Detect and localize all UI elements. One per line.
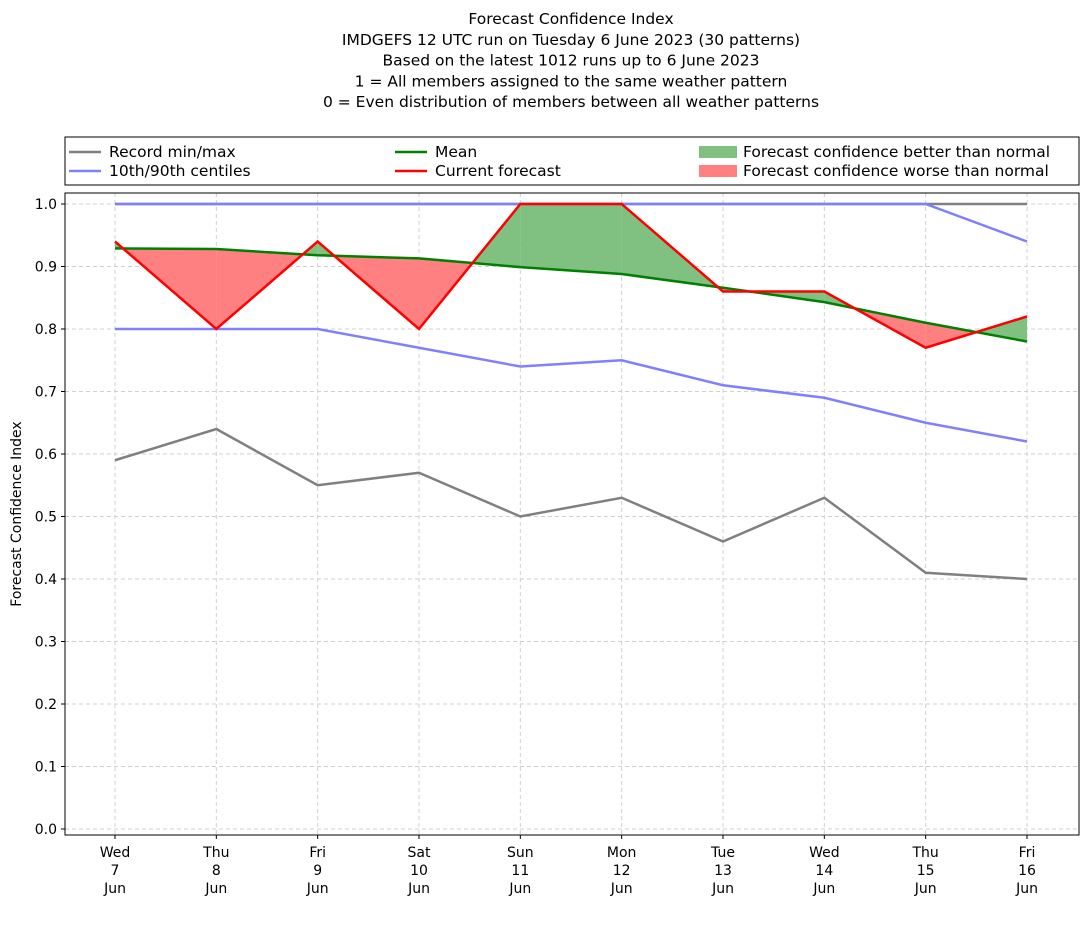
x-tick-label: 16 (1018, 863, 1036, 879)
y-tick-label: 0.9 (35, 260, 57, 276)
x-tick-label: Wed (100, 845, 131, 861)
plot-frame (64, 192, 1080, 836)
y-tick-label: 0.7 (35, 385, 57, 401)
y-tick-label: 0.5 (35, 510, 57, 526)
y-tick-label: 1.0 (35, 197, 57, 213)
fill-better-than-normal (976, 316, 1027, 342)
x-tick-label: Jun (610, 881, 633, 897)
x-tick-label: 9 (313, 863, 322, 879)
y-tick-label: 0.8 (35, 322, 57, 338)
y-axis-label: Forecast Confidence Index (9, 421, 25, 606)
series-current-forecast (114, 202, 1028, 350)
x-tick-label: Jun (204, 881, 227, 897)
confidence-fills (115, 204, 1027, 348)
x-tick-label: Jun (711, 881, 734, 897)
y-tick-label: 0.6 (35, 447, 57, 463)
legend-swatch (699, 165, 737, 177)
x-tick-label: 8 (212, 863, 221, 879)
x-tick-label: Jun (103, 881, 126, 897)
chart-title: Forecast Confidence Index IMDGEFS 12 UTC … (323, 10, 819, 111)
x-tick-label: 15 (917, 863, 935, 879)
title-line: Based on the latest 1012 runs up to 6 Ju… (383, 52, 760, 70)
x-tick-label: 14 (815, 863, 833, 879)
legend-label: Current forecast (435, 162, 561, 180)
x-tick-label: Sat (408, 845, 431, 861)
title-line: IMDGEFS 12 UTC run on Tuesday 6 June 202… (342, 31, 800, 49)
y-tick-label: 0.1 (35, 760, 57, 776)
legend-label: Mean (435, 143, 477, 161)
x-tick-label: 10 (410, 863, 428, 879)
x-tick-label: 11 (511, 863, 529, 879)
legend-label: Forecast confidence better than normal (743, 143, 1050, 161)
fill-better-than-normal (520, 204, 622, 274)
y-tick-label: 0.4 (35, 572, 57, 588)
axes: 0.0 0.1 0.2 0.3 0.4 0.5 0.6 0.7 0.8 0.9 1.0 Wed 7 Jun… (35, 197, 1038, 897)
x-tick-label: 13 (714, 863, 732, 879)
title-line: Forecast Confidence Index (468, 10, 673, 28)
x-tick-label: Jun (914, 881, 937, 897)
x-tick-label: Jun (1015, 881, 1038, 897)
fill-worse-than-normal (925, 322, 977, 348)
title-line: 1 = All members assigned to the same wea… (355, 72, 788, 90)
title-line: 0 = Even distribution of members between… (323, 93, 819, 111)
series-mean (114, 247, 1028, 343)
x-tick-label: Wed (809, 845, 840, 861)
x-tick-label: Jun (508, 881, 531, 897)
x-tick-label: Jun (812, 881, 835, 897)
x-tick-label: Sun (507, 845, 534, 861)
x-tick-label: Thu (202, 845, 229, 861)
legend-label: Forecast confidence worse than normal (743, 162, 1049, 180)
legend-swatch (699, 146, 737, 158)
y-tick-label: 0.2 (35, 697, 57, 713)
legend-box (64, 136, 1080, 186)
legend-label: Record min/max (109, 143, 236, 161)
series-record-min (114, 427, 1028, 581)
x-tick-label: Fri (1019, 845, 1036, 861)
series-10th-centile (115, 327, 1028, 443)
x-tick-label: Jun (407, 881, 430, 897)
x-tick-label: Thu (912, 845, 939, 861)
y-tick-label: 0.3 (35, 635, 57, 651)
series-lines (114, 202, 1028, 581)
x-tick-label: Tue (710, 845, 735, 861)
x-tick-label: Fri (309, 845, 326, 861)
x-tick-label: Jun (306, 881, 329, 897)
legend-label: 10th/90th centiles (109, 162, 251, 180)
x-tick-label: 7 (111, 863, 120, 879)
x-tick-label: 12 (613, 863, 631, 879)
x-tick-label: Mon (607, 845, 637, 861)
y-tick-label: 0.0 (35, 822, 57, 838)
